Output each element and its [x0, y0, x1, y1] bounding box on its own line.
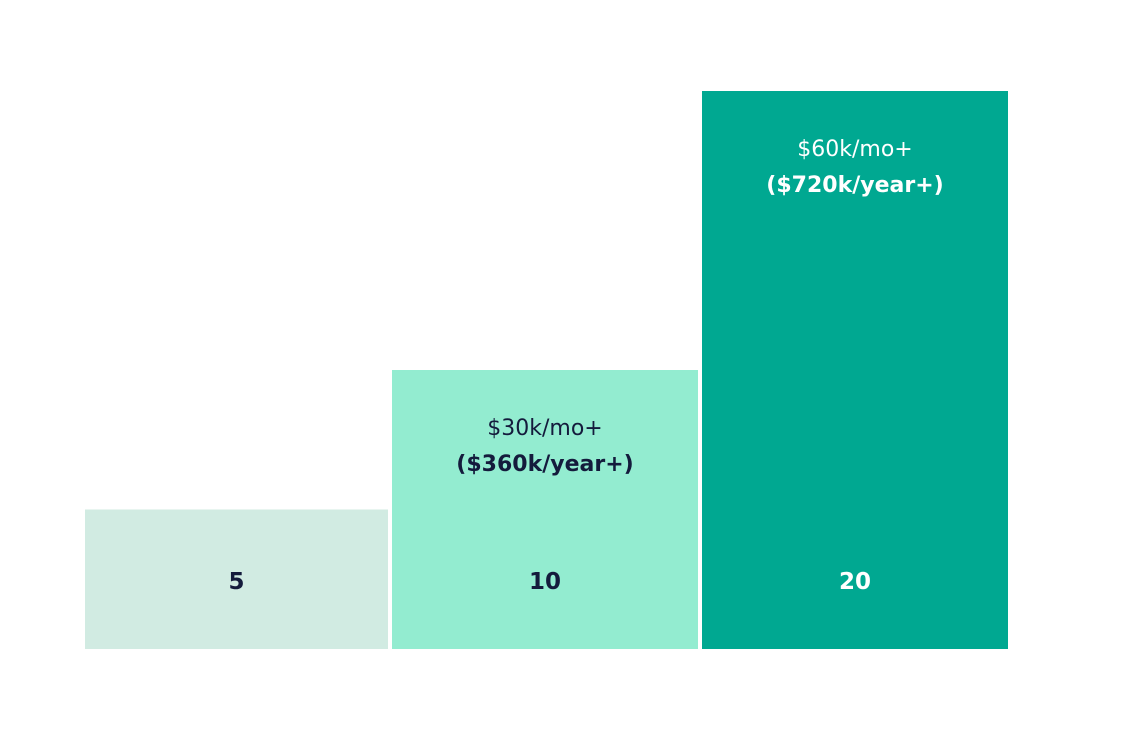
- bar-monthly-note: $60k/mo+: [797, 137, 912, 162]
- bar-5: [85, 509, 388, 649]
- bar-value-label: 10: [529, 569, 561, 595]
- bar-10: [392, 370, 698, 649]
- bar-value-label: 20: [839, 569, 871, 595]
- bar-value-label: 5: [228, 569, 244, 595]
- bar-monthly-note: $30k/mo+: [487, 416, 602, 441]
- bar-yearly-note: ($360k/year+): [456, 452, 633, 477]
- bar-20: [702, 91, 1008, 649]
- bar-yearly-note: ($720k/year+): [766, 173, 943, 198]
